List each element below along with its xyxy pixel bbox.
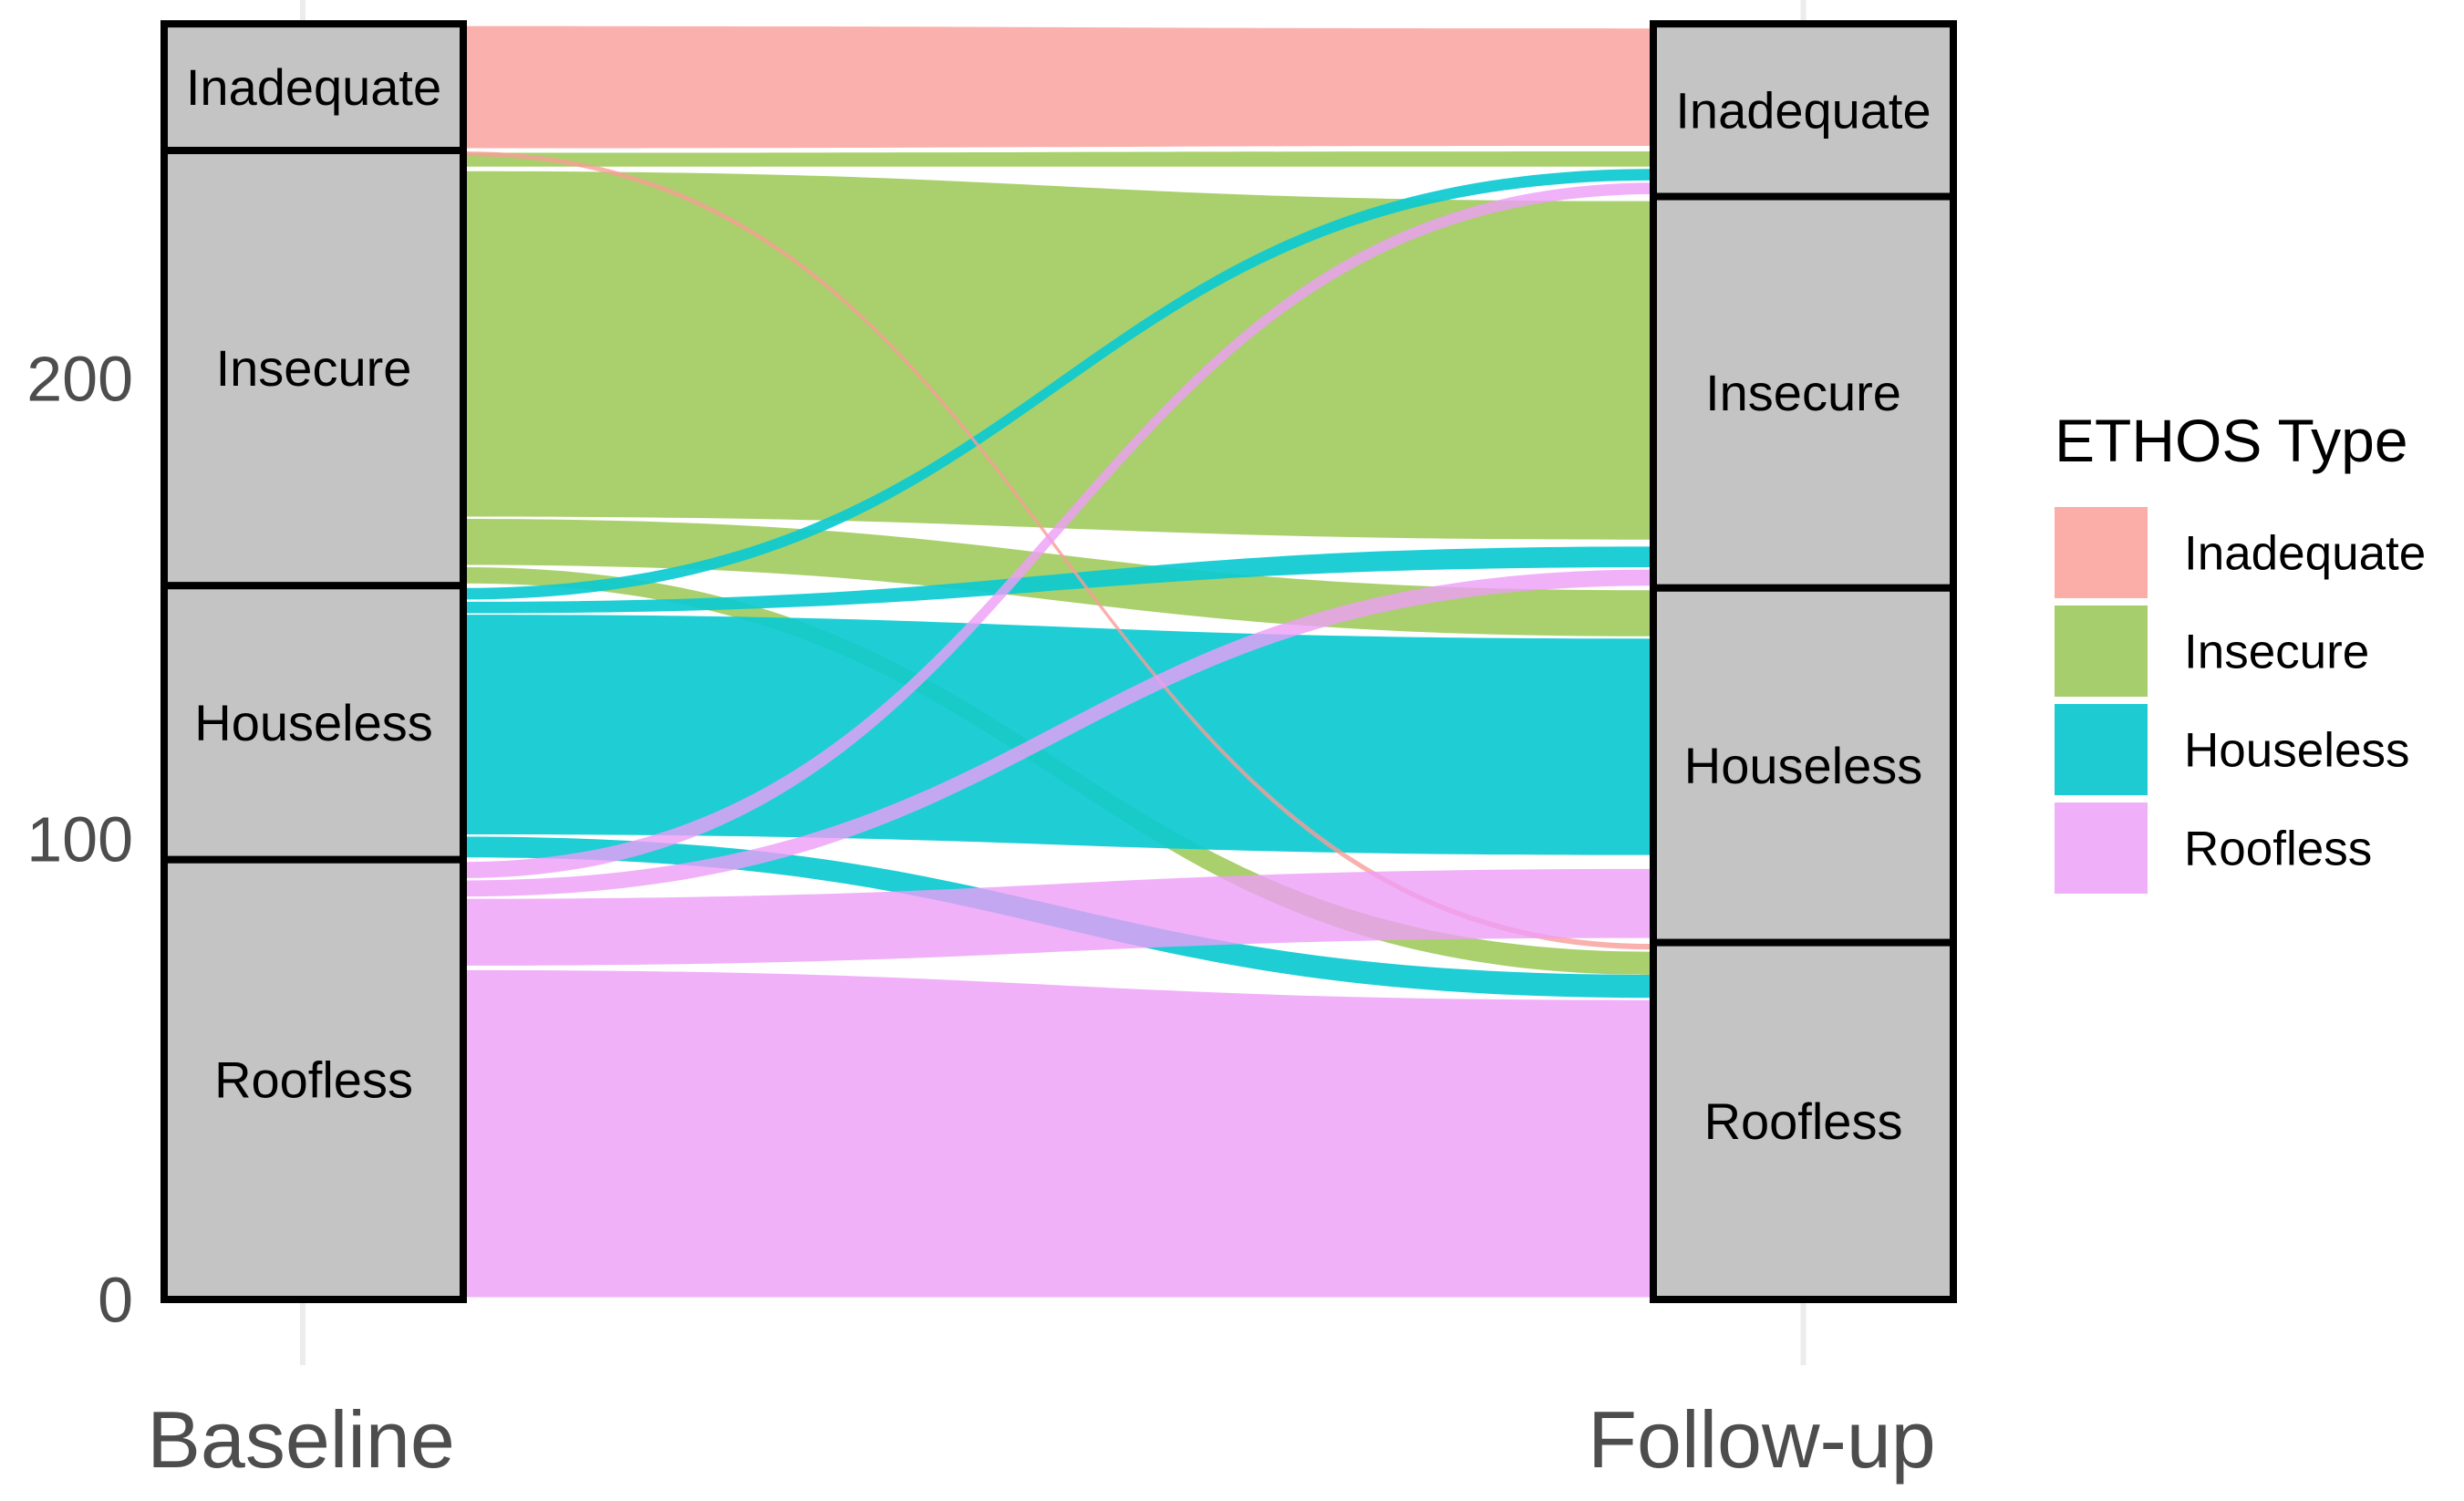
flow-insecure-to-insecure (463, 171, 1653, 540)
legend-swatch-houseless (2055, 704, 2148, 795)
flow-roofless-to-insecure (463, 569, 1653, 897)
stratum-label-followup-roofless: Roofless (1704, 1092, 1903, 1150)
legend-swatch-inadequate (2055, 507, 2148, 598)
flow-inadequate-to-roofless (463, 151, 1653, 950)
y-tick-100: 100 (26, 804, 133, 875)
stratum-label-followup-inadequate: Inadequate (1675, 81, 1931, 139)
y-axis: 200 100 0 (26, 344, 133, 1336)
axis-tick-marks (300, 0, 1807, 1365)
tick-mark-bottom-follow-up (1800, 1303, 1807, 1365)
y-tick-200: 200 (26, 344, 133, 415)
stratum-label-followup-insecure: Insecure (1705, 364, 1901, 421)
stratum-label-baseline-houseless: Houseless (194, 694, 432, 751)
x-label-followup: Follow-up (1588, 1394, 1935, 1485)
flow-houseless-to-insecure (463, 546, 1653, 614)
legend-title: ETHOS Type (2055, 407, 2408, 474)
stratum-followup-insecure (1650, 192, 1957, 592)
flow-inadequate-to-inadequate (463, 26, 1653, 149)
flow-roofless-to-inadequate (463, 182, 1653, 878)
stratum-baseline-insecure (160, 147, 467, 590)
flow-roofless-to-roofless (463, 969, 1653, 1298)
x-axis: Baseline Follow-up (147, 1394, 1936, 1485)
flow-houseless-to-inadequate (463, 169, 1653, 600)
flow-ribbons (463, 26, 1653, 1298)
y-tick-0: 0 (98, 1265, 133, 1336)
legend-swatch-insecure (2055, 606, 2148, 697)
x-label-baseline: Baseline (147, 1394, 455, 1485)
stratum-label-baseline-insecure: Insecure (216, 339, 412, 397)
stratum-followup-inadequate (1650, 20, 1957, 201)
legend-label-roofless: Roofless (2184, 823, 2372, 876)
legend-swatch-roofless (2055, 802, 2148, 894)
strata-boxes: Inadequate Insecure Houseless Roofless Inade… (160, 20, 1957, 1303)
tick-mark-top-baseline (300, 0, 305, 20)
tick-mark-top-follow-up (1800, 0, 1807, 20)
stratum-baseline-inadequate (160, 20, 467, 155)
legend: ETHOS Type Inadequate Insecure Houseless… (2055, 407, 2426, 894)
stratum-baseline-houseless (160, 582, 467, 864)
stratum-baseline-roofless (160, 855, 467, 1303)
legend-label-inadequate: Inadequate (2184, 527, 2426, 581)
flow-insecure-to-inadequate (463, 151, 1653, 167)
stratum-label-followup-houseless: Houseless (1684, 737, 1922, 794)
legend-label-houseless: Houseless (2184, 724, 2409, 778)
legend-label-insecure: Insecure (2184, 626, 2369, 679)
stratum-followup-roofless (1650, 938, 1957, 1303)
flow-roofless-to-houseless (463, 868, 1653, 966)
stratum-label-baseline-inadequate: Inadequate (186, 58, 441, 116)
tick-mark-bottom-baseline (300, 1303, 305, 1365)
stratum-label-baseline-roofless: Roofless (214, 1051, 413, 1108)
